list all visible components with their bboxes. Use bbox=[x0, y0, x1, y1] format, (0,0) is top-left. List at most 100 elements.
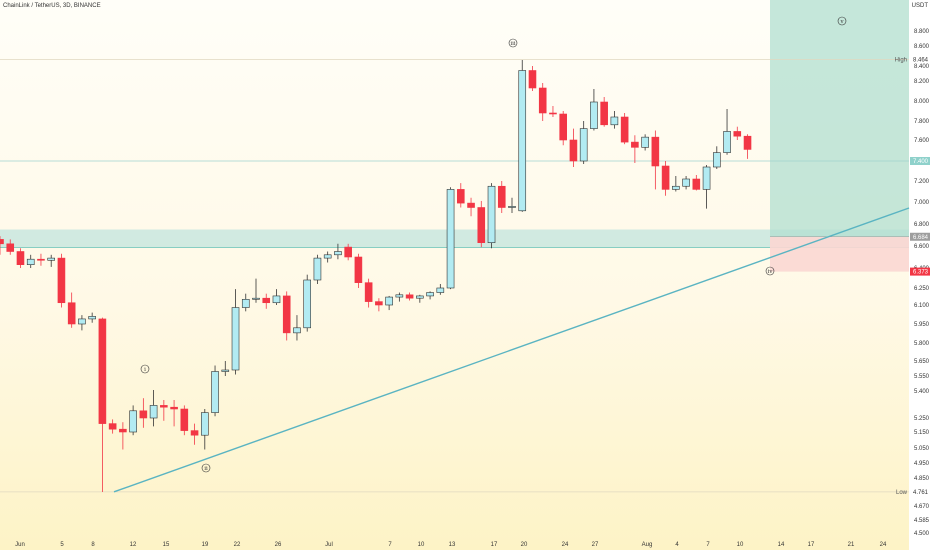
candle-body-down bbox=[497, 185, 506, 208]
candle-body-down bbox=[375, 301, 383, 306]
trendline bbox=[113, 207, 910, 493]
candle-body-down bbox=[262, 297, 271, 304]
candle-body-up bbox=[293, 327, 301, 334]
candle-body-down bbox=[569, 139, 578, 162]
y-tick-label: 8.600 bbox=[914, 44, 930, 50]
candle bbox=[190, 423, 199, 445]
y-tick-label: 7.200 bbox=[914, 179, 930, 185]
candle bbox=[78, 315, 86, 331]
candle bbox=[88, 312, 96, 323]
candle bbox=[672, 176, 680, 192]
candle-body-up bbox=[47, 257, 56, 261]
candle-body-up bbox=[518, 70, 527, 212]
candle bbox=[37, 253, 45, 266]
candle bbox=[170, 400, 178, 427]
price-tag-value: 7.400 bbox=[913, 159, 929, 165]
candle bbox=[303, 274, 312, 332]
candle-body-down bbox=[354, 256, 363, 283]
candle-body-down bbox=[98, 318, 107, 424]
currency-label: USDT bbox=[911, 3, 928, 9]
candle-body-down bbox=[16, 251, 25, 265]
candle-body-up bbox=[702, 166, 711, 190]
candle-body-up bbox=[590, 101, 598, 129]
candle-body-up bbox=[303, 279, 312, 329]
y-tick-label: 5.150 bbox=[914, 430, 930, 436]
candle-body-down bbox=[477, 207, 486, 244]
y-tick-label: 5.050 bbox=[914, 446, 930, 452]
candle bbox=[549, 106, 557, 117]
candle bbox=[160, 400, 168, 421]
candle bbox=[201, 409, 209, 450]
wave-label-circle bbox=[201, 463, 211, 473]
price-tag-box bbox=[910, 267, 930, 276]
target-zone bbox=[770, 0, 909, 237]
candle bbox=[641, 134, 649, 151]
candle-body-up bbox=[682, 178, 690, 187]
candle-body-down bbox=[139, 410, 148, 419]
x-tick-label: 22 bbox=[234, 542, 241, 548]
candle-body-up bbox=[129, 410, 137, 433]
price-tag-label: Low bbox=[896, 490, 908, 496]
candle bbox=[702, 165, 711, 209]
candle-body-up bbox=[211, 371, 219, 413]
candle-body-down bbox=[57, 257, 66, 304]
candle bbox=[456, 183, 465, 208]
wave-label: iv bbox=[765, 266, 775, 276]
candle-body-up bbox=[641, 136, 649, 148]
y-tick-label: 5.400 bbox=[914, 389, 930, 395]
candle bbox=[692, 175, 701, 191]
candle bbox=[231, 289, 240, 375]
candle-body-down bbox=[190, 430, 199, 436]
x-tick-label: 12 bbox=[130, 542, 137, 548]
y-tick-label: 5.250 bbox=[914, 416, 930, 422]
y-tick-label: 4.850 bbox=[914, 476, 930, 482]
price-tag-value: 6.684 bbox=[913, 235, 929, 241]
y-tick-label: 7.800 bbox=[914, 119, 930, 125]
price-tag-label: High bbox=[895, 58, 907, 64]
candle bbox=[610, 111, 619, 129]
candle bbox=[631, 135, 639, 163]
candle-body-down bbox=[743, 135, 752, 150]
candle bbox=[282, 291, 291, 341]
y-tick-label: 6.800 bbox=[914, 222, 930, 228]
candle-body-up bbox=[416, 295, 424, 299]
x-tick-label: Aug bbox=[642, 542, 653, 548]
wave-label-text: v bbox=[839, 19, 844, 25]
price-tag-value: 4.761 bbox=[913, 490, 929, 496]
candle-body-down bbox=[549, 112, 557, 115]
candle-body-down bbox=[180, 408, 189, 431]
candle-body-up bbox=[579, 128, 588, 162]
candle-body-down bbox=[160, 405, 168, 408]
y-tick-label: 7.000 bbox=[914, 200, 930, 206]
candle-body-down bbox=[631, 141, 639, 148]
candle bbox=[590, 89, 598, 131]
y-tick-label: 5.650 bbox=[914, 359, 930, 365]
wave-label: ii bbox=[201, 463, 211, 473]
candle bbox=[477, 200, 486, 248]
x-tick-label: Jun bbox=[15, 542, 25, 548]
x-tick-label: 20 bbox=[521, 542, 528, 548]
candle-body-up bbox=[231, 307, 240, 371]
candle-body-up bbox=[487, 185, 496, 244]
candle-body-down bbox=[405, 294, 414, 299]
candle-body-down bbox=[364, 282, 373, 302]
wave-label: iii bbox=[508, 38, 518, 48]
candle-body-down bbox=[0, 239, 4, 245]
candle bbox=[334, 243, 342, 260]
candle bbox=[661, 161, 670, 196]
y-tick-label: 6.600 bbox=[914, 244, 930, 250]
candle-body-down bbox=[620, 116, 629, 143]
y-tick-label: 8.200 bbox=[914, 79, 930, 85]
x-tick-label: 17 bbox=[491, 542, 498, 548]
x-tick-label: 13 bbox=[449, 542, 456, 548]
candle bbox=[313, 254, 322, 284]
x-tick-label: 7 bbox=[388, 542, 392, 548]
candle bbox=[323, 251, 332, 263]
candle bbox=[416, 294, 424, 303]
wave-label-text: iii bbox=[510, 41, 516, 47]
y-tick-label: 5.950 bbox=[914, 322, 930, 328]
candle-body-up bbox=[272, 295, 281, 304]
x-tick-label: 14 bbox=[778, 542, 785, 548]
candle bbox=[241, 293, 250, 312]
